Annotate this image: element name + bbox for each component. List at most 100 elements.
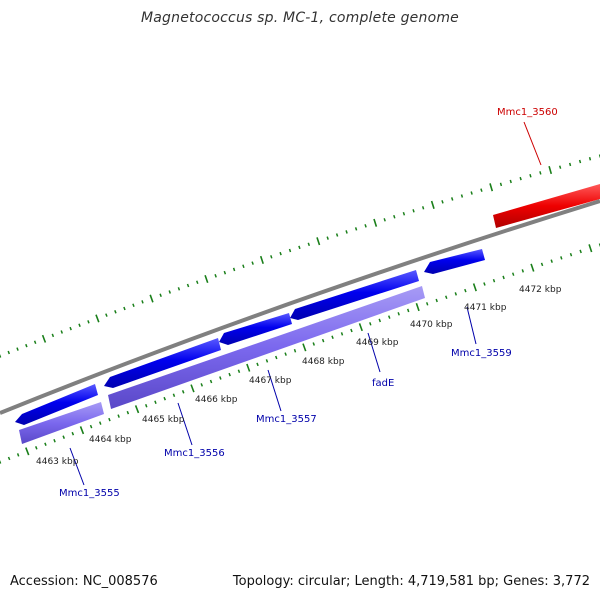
outer-tick-mark — [288, 248, 292, 253]
tick-label-4465: 4465 kbp — [142, 415, 185, 425]
inner-tick-mark — [483, 282, 486, 286]
inner-tick-mark — [25, 447, 30, 456]
outer-tick-mark — [460, 194, 464, 198]
gene-label-mmc1-3556[interactable]: Mmc1_3556 — [164, 448, 225, 459]
outer-tick-mark — [470, 191, 473, 195]
gene-label-mmc1-3560[interactable]: Mmc1_3560 — [497, 107, 558, 118]
inner-tick-mark — [540, 262, 544, 267]
inner-tick-mark — [134, 405, 140, 414]
outer-tick-mark — [141, 300, 144, 304]
genome-summary-text: Topology: circular; Length: 4,719,581 bp… — [232, 574, 590, 589]
gene-label-fade[interactable]: fadE — [372, 378, 394, 389]
inner-tick-mark — [209, 379, 213, 384]
inner-tick-mark — [144, 403, 148, 408]
inner-tick-mark — [71, 431, 75, 436]
outer-tick-mark — [402, 211, 406, 216]
inner-tick-mark — [284, 352, 287, 356]
gene-feature-mmc1-3555[interactable] — [15, 384, 98, 425]
gene-feature-mmc1-3560[interactable] — [493, 184, 600, 228]
outer-tick-mark — [316, 237, 321, 246]
outer-tick-mark — [132, 303, 135, 307]
inner-tick-mark — [415, 303, 420, 312]
reverse-feature-1[interactable] — [19, 402, 104, 444]
inner-tick-mark — [0, 460, 2, 464]
outer-tick-mark — [326, 236, 329, 240]
accession-text: Accession: NC_008576 — [10, 574, 158, 589]
outer-tick-mark — [383, 218, 386, 222]
inner-tick-mark — [502, 275, 505, 280]
inner-tick-mark — [550, 259, 553, 263]
outer-tick-mark — [78, 323, 81, 327]
inner-tick-mark — [378, 318, 382, 323]
inner-tick-mark — [16, 453, 20, 457]
inner-tick-mark — [44, 442, 47, 446]
gene-feature-mmc1-3559[interactable] — [424, 249, 485, 274]
inner-tick-mark — [163, 396, 166, 401]
outer-tick-mark — [450, 197, 454, 201]
inner-tick-ring — [0, 243, 600, 464]
outer-tick-mark — [186, 283, 190, 288]
outer-tick-mark — [519, 176, 522, 181]
gene-feature-mmc1-3556[interactable] — [104, 338, 221, 388]
outer-tick-mark — [41, 334, 47, 343]
tick-label-4466: 4466 kbp — [195, 395, 238, 405]
outer-tick-mark — [548, 165, 553, 175]
outer-tick-mark — [354, 227, 358, 231]
gene-feature-fade[interactable] — [290, 270, 419, 320]
outer-tick-mark — [430, 200, 435, 209]
inner-tick-mark — [265, 359, 269, 363]
gene-label-mmc1-3557[interactable]: Mmc1_3557 — [256, 414, 317, 425]
inner-tick-mark — [98, 421, 102, 425]
inner-tick-mark — [154, 400, 157, 404]
gene-feature-mmc1-3557[interactable] — [219, 313, 292, 345]
inner-tick-mark — [435, 298, 438, 303]
inner-tick-mark — [472, 283, 477, 292]
map-title: Magnetococcus sp. MC-1, complete genome — [141, 10, 459, 26]
outer-tick-mark — [509, 179, 512, 184]
inner-tick-mark — [246, 363, 251, 372]
outer-tick-mark — [529, 173, 532, 178]
outer-tick-mark — [214, 274, 217, 278]
forward-gene-track — [15, 249, 485, 425]
inner-tick-mark — [237, 369, 241, 373]
inner-tick-mark — [293, 348, 297, 353]
inner-tick-mark — [219, 376, 222, 380]
outer-tick-mark — [307, 242, 311, 247]
inner-tick-mark — [274, 355, 278, 360]
outer-tick-mark — [251, 261, 254, 265]
inner-tick-mark — [256, 362, 259, 367]
inner-tick-mark — [579, 249, 582, 254]
outer-tick-mark — [33, 340, 37, 344]
label-leader-red — [523, 121, 542, 166]
outer-tick-mark — [298, 245, 301, 250]
inner-tick-mark — [369, 322, 372, 326]
inner-tick-mark — [492, 278, 496, 283]
outer-tick-mark — [159, 293, 162, 298]
gene-label-mmc1-3559[interactable]: Mmc1_3559 — [451, 348, 512, 359]
outer-tick-mark — [393, 214, 396, 219]
genome-backbone — [0, 199, 600, 415]
inner-tick-mark — [425, 302, 429, 306]
outer-tick-mark — [168, 290, 172, 294]
tick-label-4467: 4467 kbp — [249, 376, 292, 386]
reverse-feature-2[interactable] — [108, 286, 425, 409]
outer-tick-mark — [539, 171, 542, 175]
inner-tick-mark — [454, 292, 458, 296]
outer-tick-mark — [441, 200, 444, 204]
outer-tick-mark — [51, 333, 55, 338]
outer-tick-mark — [123, 306, 126, 311]
inner-tick-mark — [7, 456, 11, 461]
inner-tick-mark — [108, 417, 111, 422]
outer-tick-mark — [95, 314, 100, 323]
inner-tick-mark — [302, 343, 307, 352]
tick-label-4463: 4463 kbp — [36, 457, 79, 467]
outer-tick-mark — [69, 326, 72, 331]
inner-tick-mark — [331, 335, 334, 339]
gene-label-mmc1-3555[interactable]: Mmc1_3555 — [59, 488, 120, 499]
inner-tick-mark — [350, 328, 353, 333]
inner-tick-mark — [521, 269, 525, 273]
inner-tick-mark — [511, 272, 515, 276]
outer-tick-mark — [270, 255, 273, 259]
inner-tick-mark — [312, 342, 316, 346]
